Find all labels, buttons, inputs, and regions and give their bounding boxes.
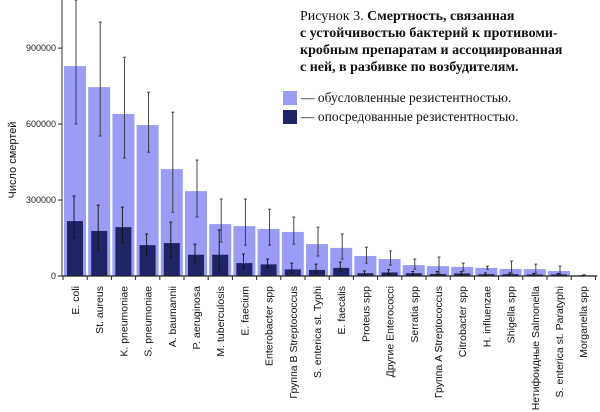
y-tick-label: 300000 <box>26 195 56 205</box>
y-axis-label: Число смертей <box>7 122 19 199</box>
legend-label: — обусловленные резистентностью. <box>301 89 512 105</box>
bar-resistance-attributable <box>475 267 498 276</box>
x-tick-label: E. faecalis <box>336 286 348 334</box>
x-tick-label: H. influenzae <box>481 286 493 347</box>
bar-resistance-mediated <box>212 254 229 276</box>
x-tick-label: K. pneumoniae <box>118 286 130 357</box>
y-tick-label: 900000 <box>26 43 56 53</box>
x-tick-label: St. aureus <box>94 286 106 334</box>
x-tick-label: Группа B Streptococcus <box>288 286 300 399</box>
x-tick-label: M. tuberculosis <box>215 286 227 357</box>
x-tick-label: Другие Enterococci <box>385 286 397 377</box>
bar-resistance-mediated <box>188 254 204 276</box>
bar-resistance-attributable <box>306 244 328 276</box>
legend: — обусловленные резистентностью. — опоср… <box>283 88 600 126</box>
bar-resistance-mediated <box>67 221 83 276</box>
legend-label: — опосредованные резистентностью. <box>301 108 519 124</box>
bar-resistance-mediated <box>260 264 277 276</box>
caption-prefix: Рисунок 3. <box>300 9 364 24</box>
x-tick-label: S. enterica st. Typhi <box>312 286 324 378</box>
legend-item: — опосредованные резистентностью. <box>283 107 600 126</box>
caption-line: кробным препаратам и ассоциированная <box>300 43 563 58</box>
caption-line: с устойчивостью бактерий к противоми- <box>300 26 558 41</box>
bar-resistance-attributable <box>281 231 304 276</box>
caption-and-legend: Рисунок 3. Смертность, связанная с устой… <box>283 8 600 126</box>
x-tick-label: P. aeruginosa <box>191 286 203 350</box>
x-tick-label: Proteus spp <box>360 286 372 342</box>
x-tick-label: Группа A Streptococcus <box>433 286 445 398</box>
figure-caption: Рисунок 3. Смертность, связанная с устой… <box>283 8 600 76</box>
x-tick-label: Citrobacter spp <box>457 286 469 357</box>
bar-resistance-attributable <box>257 228 280 276</box>
y-tick-label: 0 <box>51 271 56 281</box>
bar-resistance-mediated <box>333 267 350 276</box>
bar-resistance-mediated <box>163 243 180 276</box>
y-tick-label: 600000 <box>26 119 56 129</box>
caption-line: с ней, в разбивке по возбудителям. <box>300 60 519 75</box>
legend-swatch <box>283 90 297 105</box>
bar-resistance-mediated <box>309 269 325 276</box>
x-tick-label: E. coli <box>70 286 82 315</box>
x-tick-label: Enterobacter spp <box>264 286 276 366</box>
x-tick-label: Serratia spp <box>409 286 421 343</box>
x-tick-label: S. enterica st. Paratyphi <box>554 286 566 397</box>
x-tick-label: Shigella spp <box>506 286 518 343</box>
caption-line: Смертность, связанная <box>367 9 515 24</box>
x-tick-label: Morganella spp <box>578 286 590 358</box>
bar-resistance-attributable <box>378 259 401 276</box>
bar-resistance-attributable <box>88 87 111 276</box>
x-tick-label: E. faecium <box>239 286 251 336</box>
bar-resistance-mediated <box>91 230 108 276</box>
legend-swatch <box>283 109 297 124</box>
bar-resistance-mediated <box>115 227 132 276</box>
bar-resistance-attributable <box>136 125 159 276</box>
bar-resistance-attributable <box>523 269 546 276</box>
bar-resistance-mediated <box>236 263 253 276</box>
legend-item: — обусловленные резистентностью. <box>283 88 600 107</box>
bar-resistance-attributable <box>499 268 522 276</box>
bar-resistance-mediated <box>139 245 156 276</box>
x-tick-label: S. pneumoniae <box>143 286 155 357</box>
caption-line-1: Рисунок 3. Смертность, связанная <box>300 8 600 25</box>
x-tick-label: A. baumannii <box>167 286 179 347</box>
bar-resistance-attributable <box>354 255 377 276</box>
x-tick-label: Нетифоидные Salmonella <box>530 286 542 410</box>
bar-resistance-attributable <box>402 265 425 276</box>
